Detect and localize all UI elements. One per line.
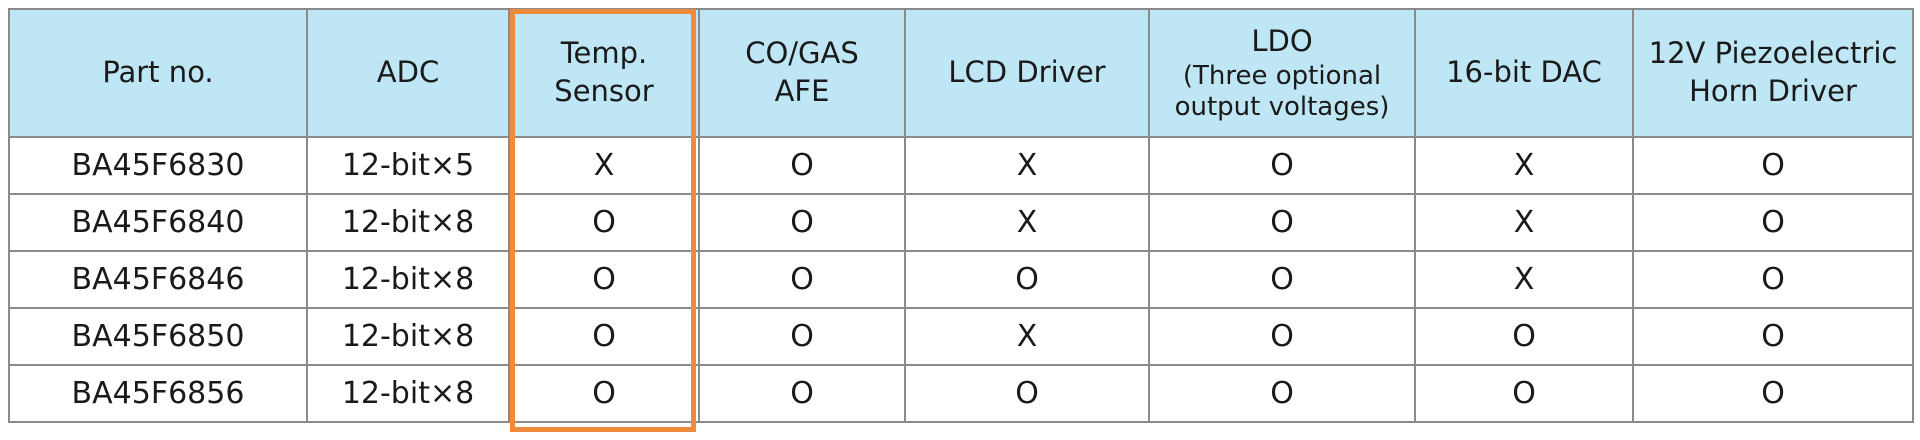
- table-cell: BA45F6846: [8, 250, 308, 309]
- header-label: AFE: [774, 74, 830, 108]
- header-label: Part no.: [102, 55, 214, 90]
- table-cell: BA45F6856: [8, 364, 308, 423]
- table-cell: 12-bit×8: [306, 307, 510, 366]
- header-piezo-horn-driver: 12V Piezoelectric Horn Driver: [1632, 8, 1914, 138]
- header-label: CO/GAS: [745, 36, 859, 71]
- table-row: BA45F6840 12-bit×8 O O X O X O: [8, 193, 1914, 252]
- header-label: LDO: [1251, 23, 1313, 58]
- header-label: 12V Piezoelectric: [1648, 36, 1898, 71]
- table-cell: O: [698, 307, 906, 366]
- table-cell: O: [508, 364, 700, 423]
- table-cell: O: [1632, 364, 1914, 423]
- table-row: BA45F6850 12-bit×8 O O X O O O: [8, 307, 1914, 366]
- table-cell: O: [508, 250, 700, 309]
- header-sublabel: (Three optional: [1182, 60, 1382, 91]
- table-cell: O: [1148, 364, 1416, 423]
- table-cell: BA45F6840: [8, 193, 308, 252]
- table-cell: X: [1414, 136, 1634, 195]
- table-cell: O: [698, 364, 906, 423]
- header-label: Temp.: [560, 36, 648, 71]
- table-cell: O: [1148, 136, 1416, 195]
- table-cell: X: [904, 136, 1150, 195]
- table-cell: O: [1148, 250, 1416, 309]
- table-cell: X: [904, 193, 1150, 252]
- header-part-no: Part no.: [8, 8, 308, 138]
- table-cell: 12-bit×8: [306, 193, 510, 252]
- table-row: BA45F6846 12-bit×8 O O O O X O: [8, 250, 1914, 309]
- header-label: 16-bit DAC: [1446, 55, 1602, 90]
- table-cell: BA45F6830: [8, 136, 308, 195]
- table-cell: O: [1148, 193, 1416, 252]
- table-cell: X: [1414, 250, 1634, 309]
- header-lcd-driver: LCD Driver: [904, 8, 1150, 138]
- table-cell: O: [508, 193, 700, 252]
- header-16-bit-dac: 16-bit DAC: [1414, 8, 1634, 138]
- table-row: BA45F6856 12-bit×8 O O O O O O: [8, 364, 1914, 423]
- header-adc: ADC: [306, 8, 510, 138]
- table-cell: O: [1632, 193, 1914, 252]
- table-cell: X: [1414, 193, 1634, 252]
- table-cell: O: [1632, 307, 1914, 366]
- header-label: ADC: [376, 55, 440, 90]
- header-sublabel: output voltages): [1174, 91, 1390, 122]
- table-row: BA45F6830 12-bit×5 X O X O X O: [8, 136, 1914, 195]
- header-label: LCD Driver: [948, 55, 1106, 90]
- table-cell: O: [904, 364, 1150, 423]
- table-cell: O: [698, 250, 906, 309]
- table-cell: O: [904, 250, 1150, 309]
- table-cell: O: [1414, 307, 1634, 366]
- table-cell: O: [1632, 250, 1914, 309]
- table-cell: X: [904, 307, 1150, 366]
- table-cell: O: [508, 307, 700, 366]
- header-row: Part no. ADC Temp. Sensor CO/GAS AFE LCD…: [8, 8, 1914, 138]
- table-cell: X: [508, 136, 700, 195]
- table-cell: O: [1414, 364, 1634, 423]
- table-cell: 12-bit×8: [306, 364, 510, 423]
- header-ldo: LDO (Three optional output voltages): [1148, 8, 1416, 138]
- table-cell: O: [1148, 307, 1416, 366]
- table-cell: 12-bit×5: [306, 136, 510, 195]
- table-cell: BA45F6850: [8, 307, 308, 366]
- header-label: Sensor: [554, 74, 654, 108]
- header-co-gas-afe: CO/GAS AFE: [698, 8, 906, 138]
- table-cell: O: [698, 193, 906, 252]
- feature-comparison-table: Part no. ADC Temp. Sensor CO/GAS AFE LCD…: [8, 8, 1914, 423]
- table-cell: O: [1632, 136, 1914, 195]
- table-cell: O: [698, 136, 906, 195]
- table-cell: 12-bit×8: [306, 250, 510, 309]
- header-label: Horn Driver: [1689, 74, 1857, 108]
- header-temp-sensor: Temp. Sensor: [508, 8, 700, 138]
